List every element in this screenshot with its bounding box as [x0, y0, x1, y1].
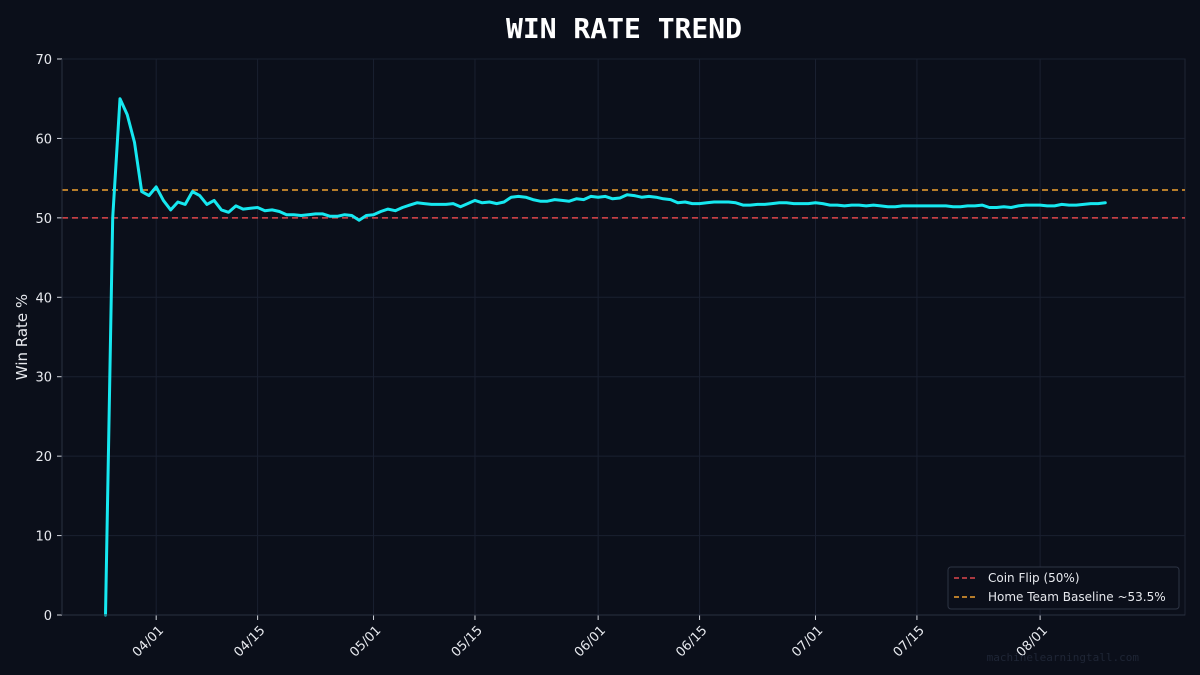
y-tick-label: 60 [35, 132, 52, 147]
legend-label-home-baseline: Home Team Baseline ~53.5% [988, 590, 1166, 604]
y-tick-label: 40 [35, 291, 52, 306]
y-axis-label: Win Rate % [13, 294, 31, 380]
win-rate-series-line [104, 97, 1107, 617]
y-tick-label: 10 [35, 530, 52, 545]
y-tick-label: 30 [35, 371, 52, 386]
y-tick-label: 50 [35, 212, 52, 227]
y-tick-label: 0 [44, 609, 52, 624]
watermark: machinelearningtall.com [987, 651, 1140, 664]
series-layer [104, 97, 1107, 617]
y-tick-label: 20 [35, 450, 52, 465]
legend: Coin Flip (50%) Home Team Baseline ~53.5… [947, 566, 1180, 610]
chart-title: WIN RATE TREND [506, 12, 742, 45]
y-tick-label: 70 [35, 53, 52, 68]
reference-lines [62, 189, 1185, 219]
legend-label-coin-flip: Coin Flip (50%) [988, 571, 1080, 585]
y-axis: 0 10 20 30 40 50 60 70 [35, 53, 63, 624]
legend-box [947, 566, 1180, 610]
